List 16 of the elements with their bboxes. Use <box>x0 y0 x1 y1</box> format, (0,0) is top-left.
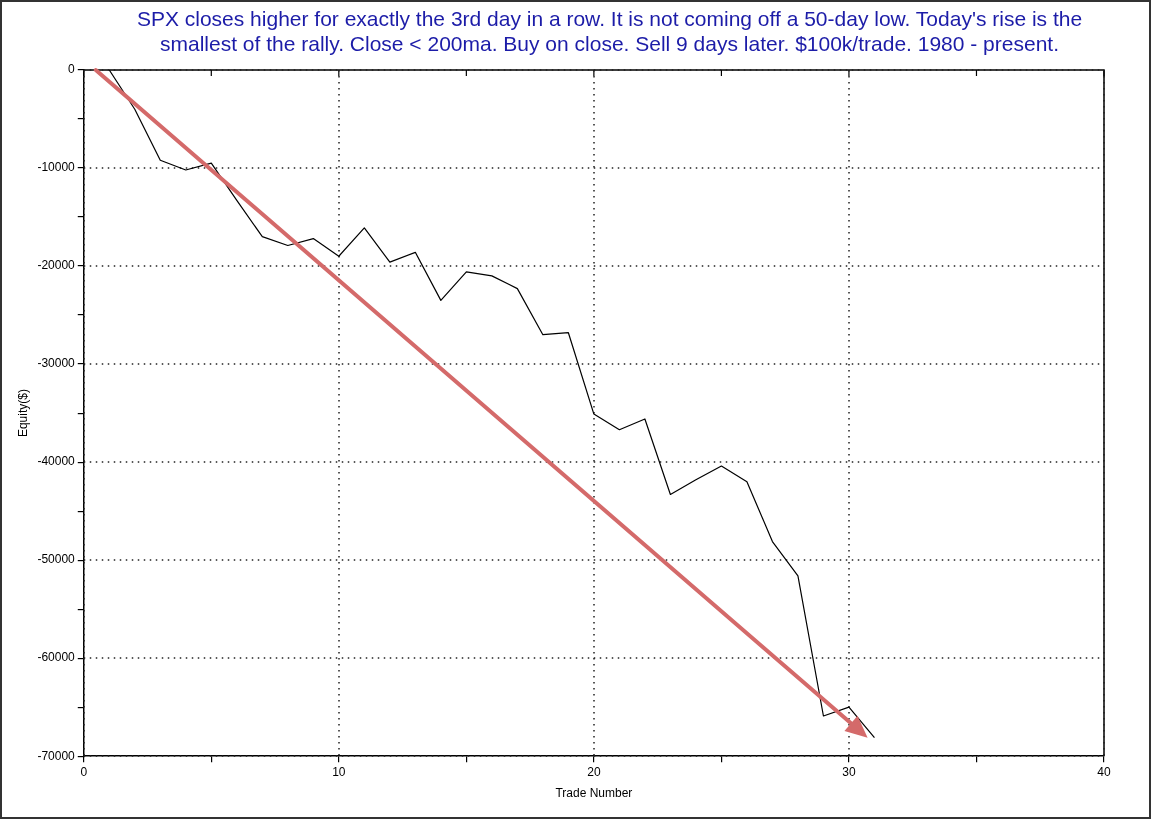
y-tick-label: -50000 <box>37 552 76 567</box>
chart-title: SPX closes higher for exactly the 3rd day in a row. It is not coming off a 50-day low. Today's rise is the smallest of the rally. Close < 200ma. Buy on close. Sell 9 days later. $100k/trade. 1980 - present. <box>135 6 1084 56</box>
x-tick-label: 20 <box>587 764 601 779</box>
x-tick-label: 10 <box>332 764 346 779</box>
y-tick-label: 0 <box>68 62 76 77</box>
x-axis-title: Trade Number <box>555 786 633 801</box>
x-tick-label: 40 <box>1097 764 1111 779</box>
x-tick-label: 30 <box>842 764 856 779</box>
y-axis-title: Equity($) <box>15 389 30 438</box>
x-tick-label: 0 <box>80 764 88 779</box>
y-tick-label: -60000 <box>37 650 76 665</box>
y-tick-label: -30000 <box>37 356 76 371</box>
y-tick-label: -20000 <box>37 258 76 273</box>
y-tick-label: -70000 <box>37 748 76 763</box>
y-tick-label: -40000 <box>37 454 76 469</box>
y-tick-label: -10000 <box>37 160 76 175</box>
